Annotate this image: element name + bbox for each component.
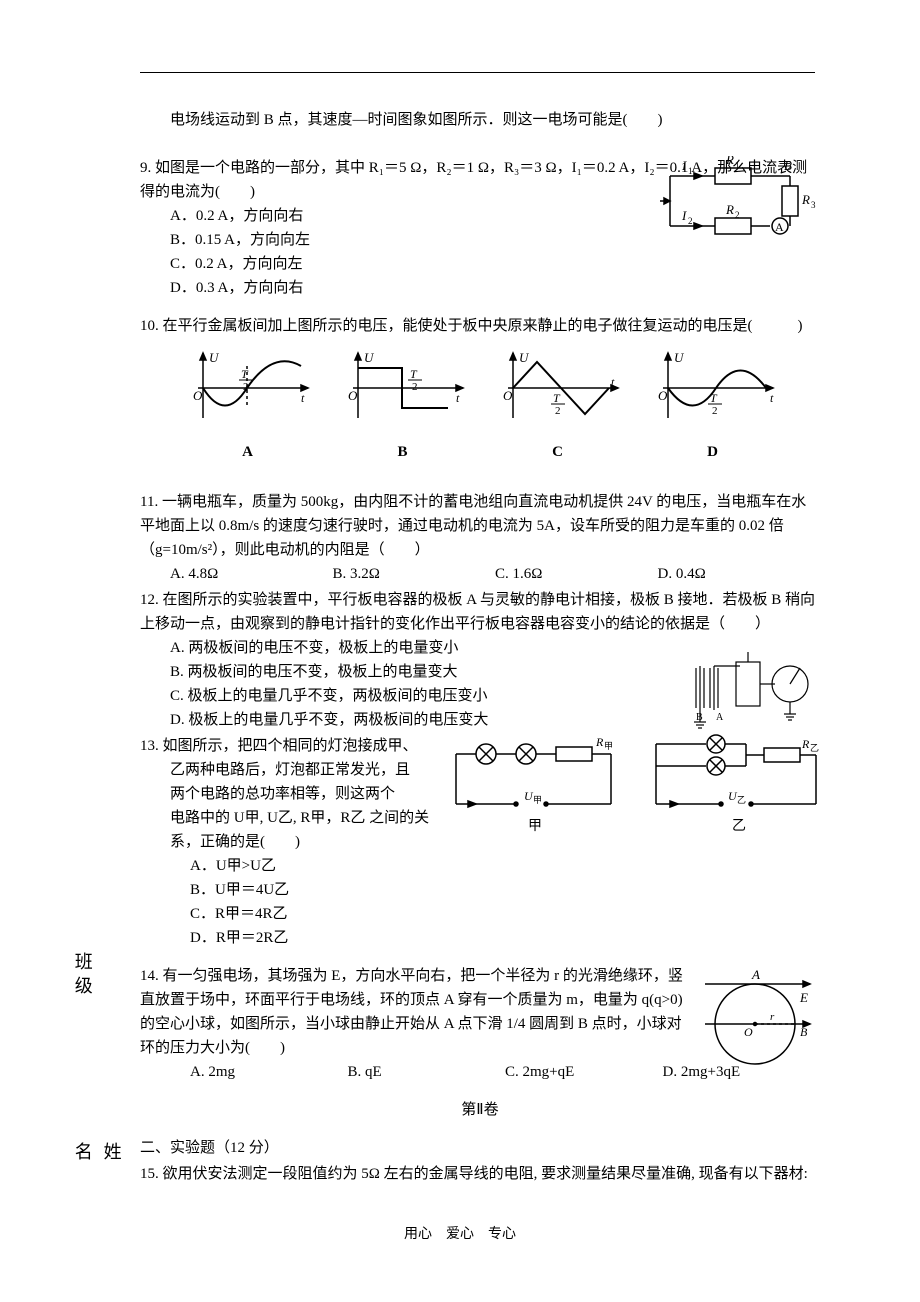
q8-fragment: 电场线运动到 B 点，其速度—时间图象如图所示．则这一电场可能是( ) — [140, 108, 820, 132]
q13-opt-b: B．U甲＝4U乙 — [190, 878, 820, 902]
svg-text:2: 2 — [243, 381, 249, 393]
svg-text:A: A — [716, 712, 724, 723]
q13-stem-block: 13. 如图所示，把四个相同的灯泡接成甲、 乙两种电路后，灯泡都正常发光，且 两… — [140, 734, 440, 854]
svg-text:E: E — [799, 990, 808, 1005]
q11-stem: 11. 一辆电瓶车，质量为 500kg，由内阻不计的蓄电池组向直流电动机提供 2… — [140, 490, 820, 562]
question-15: 15. 欲用伏安法测定一段阻值约为 5Ω 左右的金属导线的电阻, 要求测量结果尽… — [140, 1162, 820, 1186]
svg-text:T: T — [241, 367, 249, 381]
svg-text:B: B — [784, 158, 792, 173]
q10-label-a: A — [183, 440, 313, 464]
svg-text:乙: 乙 — [810, 743, 819, 753]
question-10: 10. 在平行金属板间加上图所示的电压，能使处于板中央原来静止的电子做往复运动的… — [140, 314, 820, 464]
svg-text:O: O — [193, 388, 203, 403]
svg-text:T: T — [710, 391, 718, 405]
svg-text:B: B — [696, 712, 703, 723]
question-13: 13. 如图所示，把四个相同的灯泡接成甲、 乙两种电路后，灯泡都正常发光，且 两… — [140, 734, 820, 950]
q13-line1: 13. 如图所示，把四个相同的灯泡接成甲、 — [140, 734, 440, 758]
q10-fig-a: U O t T 2 A — [183, 348, 313, 464]
q9-circuit-diagram: I1 R1 B I2 R2 R3 A — [660, 156, 820, 246]
q13-line4: 电路中的 U甲, U乙, R甲，R乙 之间的关 — [140, 806, 440, 830]
svg-text:O: O — [348, 388, 358, 403]
svg-text:3: 3 — [811, 200, 816, 210]
q15-stem: 15. 欲用伏安法测定一段阻值约为 5Ω 左右的金属导线的电阻, 要求测量结果尽… — [140, 1162, 820, 1186]
svg-text:R: R — [725, 156, 734, 167]
svg-text:O: O — [744, 1025, 753, 1039]
svg-text:A: A — [775, 220, 784, 234]
svg-text:I: I — [681, 158, 687, 173]
q13-circuit-figures: R甲 U甲 甲 R乙 U乙 乙 — [446, 734, 826, 852]
q9-opt-d: D．0.3 A，方向向右 — [170, 276, 820, 300]
q13-opt-a: A．U甲>U乙 — [190, 854, 820, 878]
q13-opt-d: D．R甲＝2R乙 — [190, 926, 820, 950]
svg-text:I: I — [681, 208, 687, 223]
q10-fig-c: U O t T 2 C — [493, 348, 623, 464]
page-footer: 用心 爱心 专心 — [0, 1224, 920, 1246]
q11-opt-c: C. 1.6Ω — [495, 562, 658, 586]
svg-text:A: A — [751, 967, 760, 982]
q13-line3: 两个电路的总功率相等，则这两个 — [140, 782, 440, 806]
question-14: 14. 有一匀强电场，其场强为 E，方向水平向右，把一个半径为 r 的光滑绝缘环… — [140, 964, 820, 1084]
svg-text:U: U — [209, 350, 220, 365]
q13-options: A．U甲>U乙 B．U甲＝4U乙 C．R甲＝4R乙 D．R甲＝2R乙 — [140, 854, 820, 950]
q12-capacitor-figure: B A — [680, 648, 820, 738]
question-11: 11. 一辆电瓶车，质量为 500kg，由内阻不计的蓄电池组向直流电动机提供 2… — [140, 490, 820, 586]
svg-text:乙: 乙 — [732, 818, 746, 834]
q11-opt-d: D. 0.4Ω — [658, 562, 821, 586]
svg-text:t: t — [301, 391, 305, 405]
svg-text:U: U — [519, 350, 530, 365]
q10-label-c: C — [493, 440, 623, 464]
section-2-title: 第Ⅱ卷 — [140, 1098, 820, 1122]
svg-text:1: 1 — [735, 160, 740, 170]
svg-text:O: O — [658, 388, 668, 403]
svg-text:1: 1 — [688, 166, 693, 176]
svg-text:2: 2 — [735, 210, 740, 220]
svg-text:r: r — [770, 1011, 775, 1023]
svg-text:T: T — [553, 391, 561, 405]
svg-text:O: O — [503, 388, 513, 403]
q10-fig-d: U O t T 2 D — [648, 348, 778, 464]
q14-opt-a: A. 2mg — [190, 1060, 348, 1084]
q14-opt-b: B. qE — [348, 1060, 506, 1084]
svg-text:t: t — [456, 391, 460, 405]
q10-label-d: D — [648, 440, 778, 464]
q14-opt-c: C. 2mg+qE — [505, 1060, 663, 1084]
svg-text:R: R — [801, 737, 810, 751]
page-content: 电场线运动到 B 点，其速度—时间图象如图所示．则这一电场可能是( ) 9. 如… — [140, 72, 820, 1186]
q13-line2: 乙两种电路后，灯泡都正常发光，且 — [140, 758, 440, 782]
q9-opt-c: C．0.2 A，方向向左 — [170, 252, 820, 276]
q11-opt-a: A. 4.8Ω — [170, 562, 333, 586]
q8-fragment-text: 电场线运动到 B 点，其速度—时间图象如图所示．则这一电场可能是( ) — [140, 108, 820, 132]
svg-text:R: R — [801, 192, 810, 207]
svg-text:甲: 甲 — [533, 795, 542, 805]
svg-text:2: 2 — [412, 381, 418, 393]
question-12: 12. 在图所示的实验装置中，平行板电容器的极板 A 与灵敏的静电计相接，极板 … — [140, 588, 820, 732]
svg-text:U: U — [674, 350, 685, 365]
svg-text:乙: 乙 — [737, 795, 746, 805]
q10-label-b: B — [338, 440, 468, 464]
q14-ring-figure: A E B O r — [700, 964, 820, 1074]
q12-stem: 12. 在图所示的实验装置中，平行板电容器的极板 A 与灵敏的静电计相接，极板 … — [140, 588, 820, 636]
svg-text:t: t — [770, 391, 774, 405]
q11-opt-b: B. 3.2Ω — [333, 562, 496, 586]
q11-options: A. 4.8Ω B. 3.2Ω C. 1.6Ω D. 0.4Ω — [140, 562, 820, 586]
q10-fig-b: U O t T 2 B — [338, 348, 468, 464]
q13-line5: 系，正确的是( ) — [140, 830, 440, 854]
svg-text:2: 2 — [688, 216, 693, 226]
svg-text:2: 2 — [555, 405, 561, 417]
svg-text:2: 2 — [712, 405, 718, 417]
side-label-name: 姓名 — [68, 1142, 126, 1186]
q10-stem: 10. 在平行金属板间加上图所示的电压，能使处于板中央原来静止的电子做往复运动的… — [140, 314, 820, 338]
question-9: 9. 如图是一个电路的一部分，其中 R₁＝5 Ω，R₂＝1 Ω，R₃＝3 Ω，I… — [140, 156, 820, 300]
svg-text:U: U — [364, 350, 375, 365]
section-2-subtitle: 二、实验题（12 分） — [140, 1136, 820, 1160]
svg-text:R: R — [595, 735, 604, 749]
q13-opt-c: C．R甲＝4R乙 — [190, 902, 820, 926]
svg-text:T: T — [410, 367, 418, 381]
svg-text:B: B — [800, 1025, 808, 1039]
svg-text:R: R — [725, 202, 734, 217]
svg-text:甲: 甲 — [528, 819, 542, 834]
q10-figures: U O t T 2 A U O t — [170, 348, 790, 464]
svg-text:甲: 甲 — [604, 741, 613, 751]
side-label-class: 班级 — [68, 952, 97, 1000]
